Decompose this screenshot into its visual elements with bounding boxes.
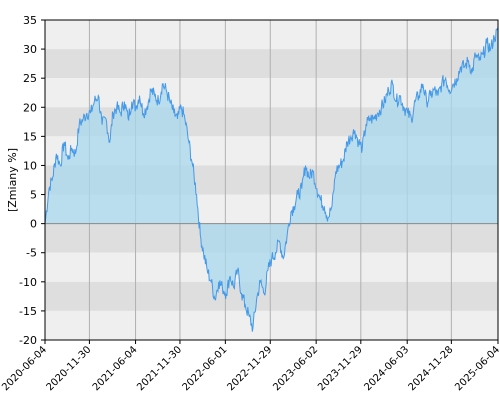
x-tick-label: 2022-06-01 [181,344,230,393]
series-area-fill [45,28,498,332]
y-tick-label: 20 [23,101,37,114]
x-tick-label: 2024-06-03 [362,344,411,393]
x-tick-label: 2021-06-04 [91,344,140,393]
x-tick-label: 2024-11-28 [407,344,456,393]
background-band [45,281,498,311]
background-band [45,310,498,340]
y-tick-label: 5 [30,189,37,202]
y-tick-label: -20 [19,334,37,347]
x-axis-ticks: 2020-06-042020-11-302021-06-042021-11-30… [0,340,500,393]
y-tick-label: 15 [23,130,37,143]
x-tick-label: 2021-11-30 [135,344,184,393]
x-tick-label: 2020-06-04 [0,344,49,393]
y-axis-label: [Zmiany %] [6,148,19,212]
x-tick-label: 2023-11-29 [316,344,365,393]
y-tick-label: 30 [23,43,37,56]
background-band [45,20,498,50]
background-band [45,49,498,79]
plot-frame [44,19,499,341]
x-tick-label: 2023-06-02 [271,344,320,393]
y-tick-label: -5 [26,247,37,260]
x-tick-label: 2022-11-29 [226,344,275,393]
y-tick-label: 0 [30,218,37,231]
y-axis-ticks: 35 30 25 20 15 10 5 0 -5 -10 -15 -20 [19,14,45,347]
x-tick-label: 2025-06-04 [453,344,500,393]
y-tick-label: -10 [19,276,37,289]
y-tick-label: 10 [23,159,37,172]
y-tick-label: 25 [23,72,37,85]
series-line [44,27,499,332]
y-tick-label: 35 [23,14,37,27]
x-tick-label: 2020-11-30 [45,344,94,393]
y-tick-label: -15 [19,305,37,318]
